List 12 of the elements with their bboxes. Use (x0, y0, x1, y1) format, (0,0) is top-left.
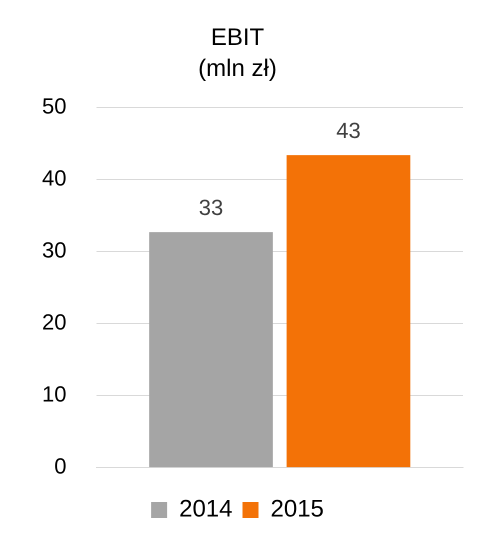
y-tick-label: 10 (42, 382, 66, 407)
y-tick-label: 20 (42, 310, 66, 335)
y-tick-label: 0 (54, 454, 66, 479)
data-label: 33 (198, 195, 224, 220)
chart-title: EBIT (210, 24, 265, 52)
y-tick-label: 40 (42, 166, 66, 191)
y-tick-label: 30 (42, 238, 66, 263)
data-label: 43 (336, 118, 361, 144)
chart-subtitle: (mln zł) (198, 54, 277, 82)
y-tick-label: 50 (42, 94, 66, 119)
legend-label: 2014 (179, 496, 232, 523)
legend-label: 2015 (270, 496, 324, 523)
